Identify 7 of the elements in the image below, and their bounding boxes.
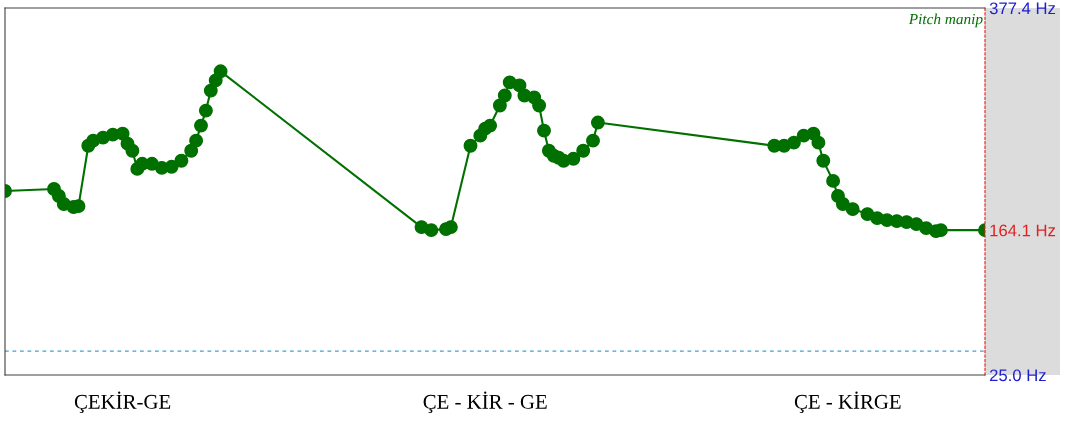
y-tick-label: 164.1 Hz xyxy=(990,224,1056,237)
text: ÇEKİR-GE xyxy=(74,391,171,414)
chart-title: Pitch manip xyxy=(908,13,983,28)
y-tick-label: 25.0 Hz xyxy=(990,369,1046,382)
text: ÇE - KİR - GE xyxy=(423,391,547,414)
y-tick-label: 377.4 Hz xyxy=(989,2,1056,15)
text: ÇE - KİRGE xyxy=(794,391,901,414)
